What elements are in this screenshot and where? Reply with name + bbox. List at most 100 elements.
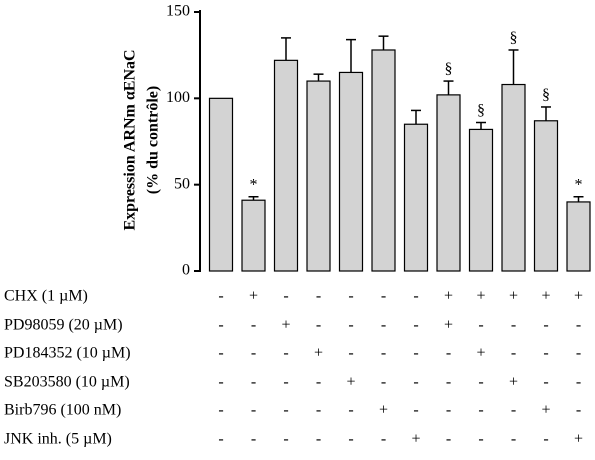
condition-sign: -	[413, 402, 418, 419]
bar	[566, 201, 591, 272]
condition-sign: -	[381, 317, 386, 334]
condition-sign: +	[411, 431, 420, 448]
condition-sign: -	[218, 345, 223, 362]
condition-label: Birb796 (100 nM)	[4, 402, 121, 419]
significance-marker: *	[575, 176, 583, 193]
condition-sign: -	[576, 402, 581, 419]
condition-sign: +	[444, 288, 453, 305]
significance-marker: §	[542, 87, 550, 104]
condition-sign: +	[314, 345, 323, 362]
condition-sign: -	[381, 374, 386, 391]
condition-sign: -	[543, 431, 548, 448]
condition-sign: -	[446, 374, 451, 391]
condition-sign: +	[249, 288, 258, 305]
condition-sign: -	[446, 402, 451, 419]
bar	[468, 128, 494, 272]
significance-marker: *	[250, 176, 258, 193]
condition-sign: -	[511, 317, 516, 334]
condition-sign: -	[381, 288, 386, 305]
condition-sign: -	[283, 374, 288, 391]
condition-sign: -	[511, 402, 516, 419]
condition-sign: -	[576, 345, 581, 362]
condition-sign: -	[348, 317, 353, 334]
condition-sign: -	[478, 402, 483, 419]
y-tick-label: 0	[182, 262, 190, 279]
condition-sign: -	[218, 288, 223, 305]
condition-sign: -	[413, 288, 418, 305]
significance-marker: §	[477, 102, 485, 119]
condition-sign: -	[478, 431, 483, 448]
condition-sign: -	[576, 317, 581, 334]
condition-sign: +	[574, 431, 583, 448]
condition-sign: -	[283, 345, 288, 362]
condition-sign: +	[379, 402, 388, 419]
bar	[533, 120, 559, 272]
condition-sign: -	[218, 402, 223, 419]
condition-sign: +	[346, 374, 355, 391]
condition-sign: +	[281, 317, 290, 334]
condition-label: PD98059 (20 µM)	[4, 317, 123, 334]
y-tick-label: 100	[166, 89, 190, 106]
condition-sign: -	[413, 345, 418, 362]
condition-sign: -	[348, 345, 353, 362]
bar	[403, 123, 429, 272]
condition-sign: -	[218, 431, 223, 448]
condition-sign: -	[543, 345, 548, 362]
condition-sign: +	[541, 288, 550, 305]
bar	[208, 97, 234, 272]
condition-sign: -	[543, 374, 548, 391]
condition-sign: -	[283, 431, 288, 448]
condition-sign: -	[348, 431, 353, 448]
y-tick-label: 150	[166, 3, 190, 20]
condition-sign: -	[348, 402, 353, 419]
bar	[371, 49, 396, 272]
condition-sign: +	[444, 317, 453, 334]
condition-label: CHX (1 µM)	[4, 288, 88, 305]
condition-sign: +	[476, 345, 485, 362]
condition-sign: +	[476, 288, 485, 305]
condition-sign: -	[316, 431, 321, 448]
condition-sign: +	[574, 288, 583, 305]
condition-sign: -	[316, 317, 321, 334]
condition-sign: +	[509, 288, 518, 305]
significance-marker: §	[445, 61, 453, 78]
condition-sign: -	[251, 317, 256, 334]
condition-label: PD184352 (10 µM)	[4, 345, 131, 362]
condition-sign: -	[576, 374, 581, 391]
condition-sign: -	[218, 374, 223, 391]
condition-sign: +	[541, 402, 550, 419]
significance-marker: §	[510, 30, 518, 47]
y-axis-label: Expression ARNm αENaC	[122, 49, 139, 230]
condition-sign: -	[283, 288, 288, 305]
bar	[306, 80, 331, 272]
bar	[241, 199, 266, 272]
bar	[436, 94, 461, 272]
bar	[338, 71, 364, 272]
condition-sign: -	[218, 317, 223, 334]
condition-sign: -	[316, 402, 321, 419]
condition-label: JNK inh. (5 µM)	[4, 431, 112, 448]
condition-sign: -	[251, 431, 256, 448]
condition-sign: -	[543, 317, 548, 334]
condition-sign: -	[381, 431, 386, 448]
condition-sign: -	[381, 345, 386, 362]
condition-sign: -	[251, 402, 256, 419]
condition-sign: -	[446, 431, 451, 448]
bar	[501, 83, 526, 272]
condition-sign: -	[251, 374, 256, 391]
condition-sign: -	[478, 374, 483, 391]
condition-sign: -	[316, 374, 321, 391]
condition-sign: -	[511, 345, 516, 362]
condition-sign: -	[478, 317, 483, 334]
condition-sign: -	[283, 402, 288, 419]
condition-sign: +	[509, 374, 518, 391]
condition-label: SB203580 (10 µM)	[4, 374, 130, 391]
condition-sign: -	[413, 374, 418, 391]
bar	[273, 59, 299, 272]
condition-sign: -	[348, 288, 353, 305]
condition-sign: -	[251, 345, 256, 362]
condition-sign: -	[446, 345, 451, 362]
condition-sign: -	[511, 431, 516, 448]
condition-sign: -	[413, 317, 418, 334]
